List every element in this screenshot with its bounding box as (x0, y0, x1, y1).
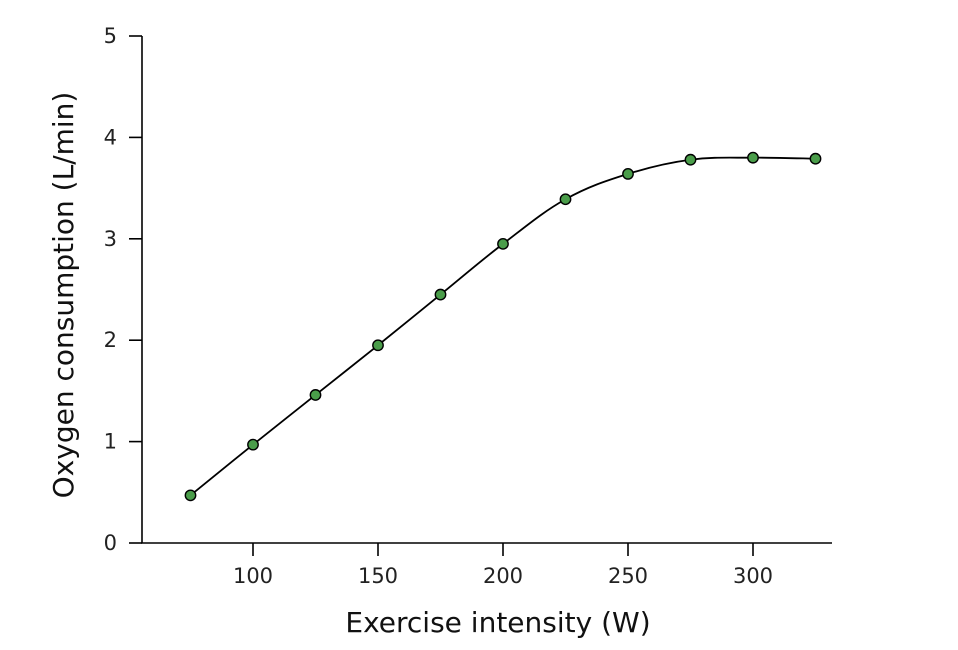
data-point-225 (559, 193, 572, 206)
x-axis-title: Exercise intensity (W) (345, 606, 650, 639)
y-tick-label: 4 (104, 125, 117, 149)
y-tick-label: 5 (104, 24, 117, 48)
data-point-325 (809, 152, 822, 165)
y-tick-label: 2 (104, 328, 117, 352)
data-point-200 (497, 237, 509, 250)
y-tick-label: 0 (104, 531, 117, 555)
y-tick-label: 3 (104, 227, 117, 251)
x-tick-label: 150 (358, 564, 398, 588)
data-point-275 (684, 153, 697, 166)
data-point-75 (184, 489, 197, 502)
data-point-125 (309, 389, 322, 401)
data-point-300 (747, 151, 759, 164)
series-line (189, 156, 816, 497)
x-tick-label: 300 (733, 564, 773, 588)
x-ticks: 100 150 200 250 300 (233, 543, 773, 588)
x-tick-label: 250 (608, 564, 648, 588)
data-points (184, 151, 822, 502)
y-ticks: 0 1 2 3 4 5 (104, 24, 142, 555)
data-point-175 (434, 288, 447, 301)
y-tick-label: 1 (104, 430, 117, 454)
data-point-100 (247, 438, 259, 451)
x-tick-label: 200 (483, 564, 523, 588)
data-point-150 (372, 339, 384, 352)
data-point-250 (622, 168, 634, 180)
y-axis-title: Oxygen consumption (L/min) (47, 92, 80, 499)
x-tick-label: 100 (233, 564, 273, 588)
axes (141, 36, 832, 544)
